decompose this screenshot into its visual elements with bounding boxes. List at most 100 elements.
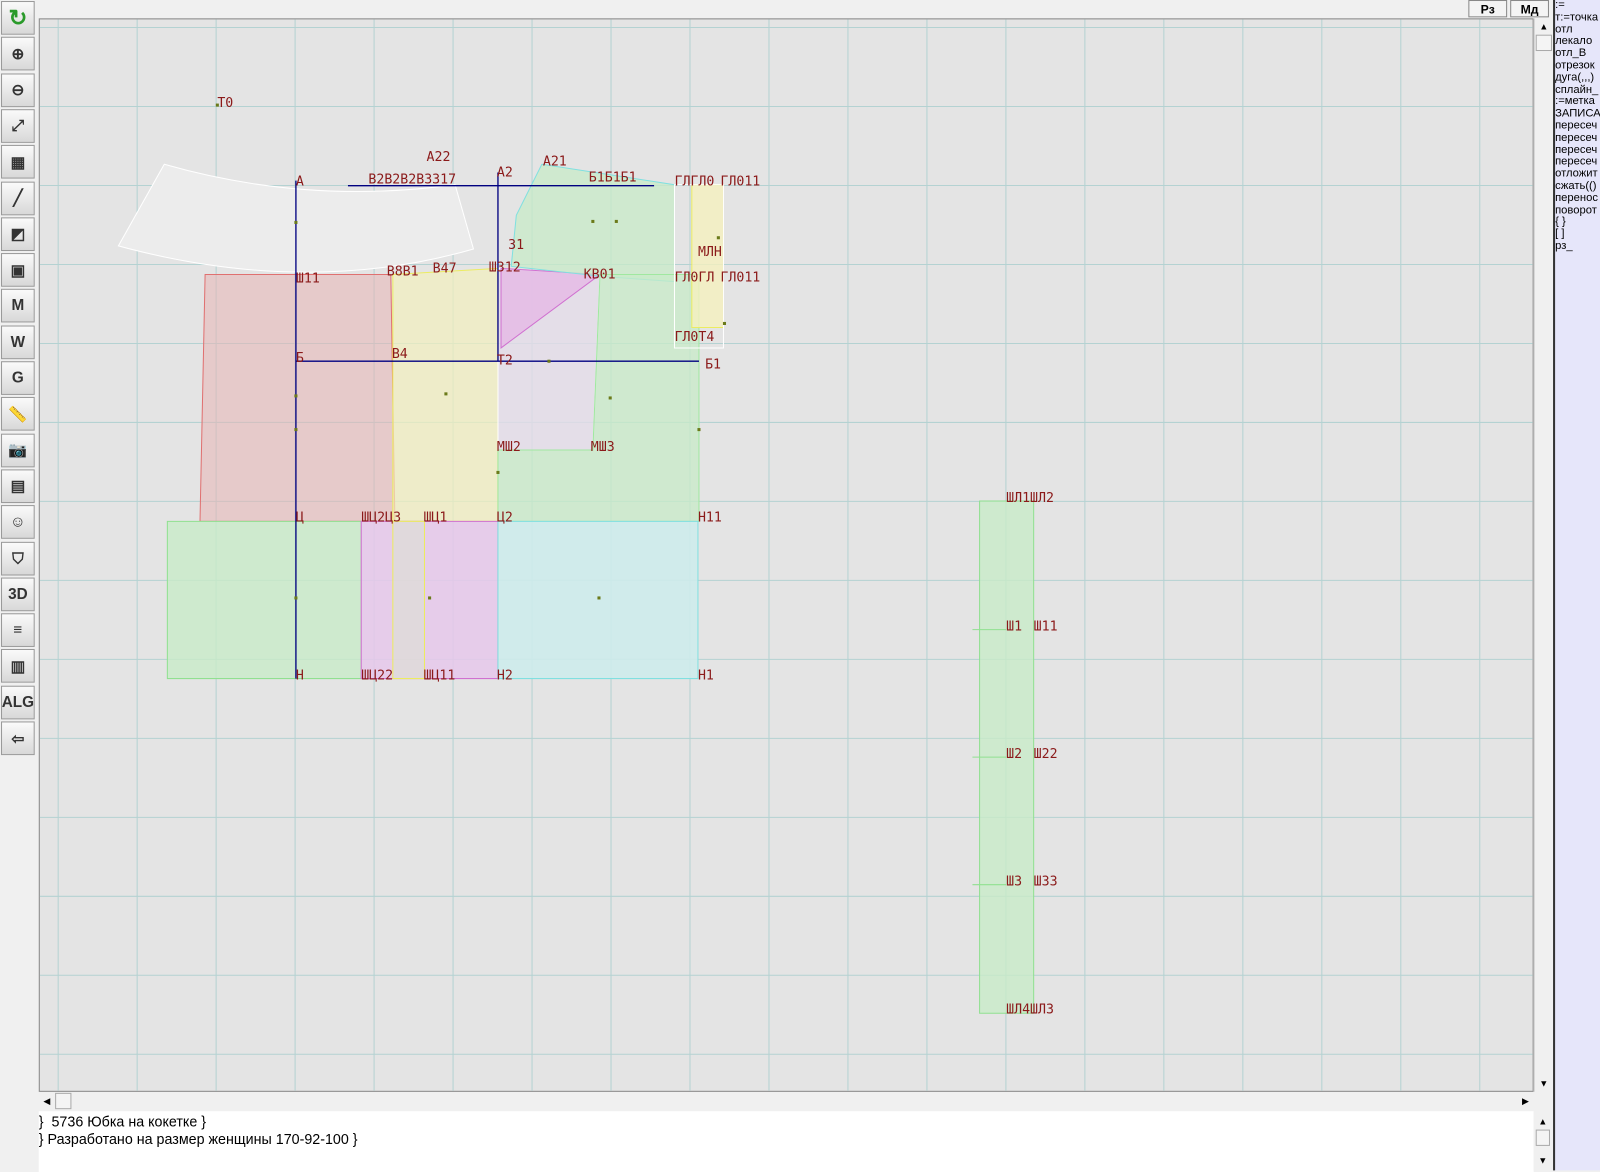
- pattern-map-button[interactable]: ◩: [1, 217, 35, 251]
- point-label: ШЦ1: [423, 510, 447, 525]
- command-item[interactable]: поворот: [1555, 203, 1597, 216]
- jacket-button[interactable]: ⛉: [1, 541, 35, 575]
- command-item[interactable]: отрезок: [1555, 59, 1595, 72]
- white-rect: [673, 184, 724, 349]
- notes-scroll-thumb[interactable]: [1535, 1129, 1550, 1146]
- point-marker: [716, 236, 720, 240]
- command-item[interactable]: сжать((): [1555, 179, 1597, 192]
- point-label: А22: [427, 150, 451, 165]
- point-label: Н1: [698, 669, 714, 684]
- scroll-up-arrow[interactable]: ▲: [1535, 18, 1553, 35]
- command-item[interactable]: пересеч: [1555, 119, 1598, 132]
- command-item[interactable]: отл_В: [1555, 47, 1587, 60]
- command-item[interactable]: отл: [1555, 23, 1573, 36]
- command-item[interactable]: { }: [1555, 215, 1566, 228]
- point-label: В8В1: [387, 265, 419, 280]
- 3d-button[interactable]: 3D: [1, 577, 35, 612]
- command-item[interactable]: т:=точка: [1555, 11, 1599, 24]
- scroll-right-arrow[interactable]: ▶: [1517, 1092, 1534, 1110]
- point-label: Ц2: [497, 510, 513, 525]
- point-marker: [722, 321, 727, 325]
- point-label: Ш33: [1034, 875, 1058, 890]
- pattern-drawing[interactable]: Т0 А22 А2 А21 А В2В2В2ВЗЗ17 Б1Б1Б1 ГЛГЛ0 ГЛ011 31…: [39, 19, 1534, 1091]
- point-label: Б1: [705, 357, 721, 372]
- zoom-in-button[interactable]: ⊕: [1, 37, 35, 71]
- command-item[interactable]: пересеч: [1555, 155, 1598, 168]
- point-label: МШ2: [497, 440, 521, 455]
- pattern-piece-button[interactable]: ▣: [1, 253, 35, 287]
- vertical-scrollbar[interactable]: ▲ ▼: [1533, 18, 1554, 1092]
- command-item[interactable]: сплайн_: [1555, 83, 1599, 96]
- notes-scroll-up[interactable]: ▲: [1534, 1113, 1552, 1130]
- notes-textarea[interactable]: } 5736 Юбка на кокетке } } Разработано н…: [38, 1111, 1534, 1172]
- notes-scroll-down[interactable]: ▼: [1534, 1152, 1552, 1169]
- point-label: В47: [433, 261, 457, 276]
- command-item[interactable]: пересеч: [1555, 131, 1598, 144]
- grading-g-button[interactable]: G: [1, 361, 35, 395]
- md-button[interactable]: Мд: [1510, 0, 1549, 18]
- point-label: 31: [508, 238, 524, 253]
- books-button[interactable]: ▥: [1, 649, 35, 684]
- fit-view-icon: ⤢: [11, 117, 24, 135]
- point-marker: [597, 596, 601, 600]
- refresh-button[interactable]: ↻: [1, 1, 35, 35]
- point-label: Т2: [497, 353, 513, 368]
- point-label: ГЛ0ГЛ: [674, 271, 714, 286]
- document-list-button[interactable]: ≡: [1, 613, 35, 648]
- pattern-piece-icon: ▣: [10, 261, 26, 280]
- bottom-cyan: [497, 520, 699, 680]
- exit-button[interactable]: ⇦: [1, 721, 35, 756]
- scroll-down-arrow[interactable]: ▼: [1535, 1075, 1553, 1092]
- rz-button[interactable]: Рз: [1468, 0, 1508, 18]
- fit-view-button[interactable]: ⤢: [1, 109, 35, 143]
- horizontal-scrollbar[interactable]: ◀ ▶: [38, 1092, 1553, 1111]
- point-label: ШЛ4ШЛ3: [1006, 1002, 1054, 1017]
- scroll-left-arrow[interactable]: ◀: [38, 1092, 56, 1110]
- drawing-canvas[interactable]: Т0 А22 А2 А21 А В2В2В2ВЗЗ17 Б1Б1Б1 ГЛГЛ0 ГЛ011 31…: [38, 18, 1534, 1092]
- point-marker: [547, 359, 551, 363]
- point-label: ГЛ011: [720, 175, 760, 190]
- woman-avatar-button[interactable]: ☺: [1, 505, 35, 539]
- command-item[interactable]: [ ]: [1555, 227, 1565, 240]
- command-item[interactable]: рз_: [1555, 239, 1573, 252]
- ruler-icon: 📏: [8, 405, 28, 424]
- point-label: МШ3: [591, 440, 615, 455]
- camera-button[interactable]: 📷: [1, 433, 35, 467]
- point-label: Н: [296, 669, 304, 684]
- measure-m-icon: M: [11, 297, 25, 315]
- vertical-scroll-thumb[interactable]: [1535, 34, 1553, 52]
- table-button[interactable]: ▤: [1, 469, 35, 503]
- point-marker: [614, 219, 618, 223]
- ruler-button[interactable]: 📏: [1, 397, 35, 431]
- refresh-icon: ↻: [8, 4, 28, 31]
- alg-button[interactable]: ALG: [1, 685, 35, 720]
- command-item[interactable]: пересеч: [1555, 143, 1598, 156]
- compass-w-icon: W: [10, 333, 26, 351]
- command-item[interactable]: дуга(,,,): [1555, 71, 1595, 84]
- point-marker: [591, 219, 595, 223]
- command-item[interactable]: перенос: [1555, 191, 1598, 204]
- point-label: ГЛ011: [720, 271, 760, 286]
- compass-w-button[interactable]: W: [1, 325, 35, 359]
- measure-m-button[interactable]: M: [1, 289, 35, 323]
- command-item[interactable]: :=: [1555, 0, 1565, 12]
- notes-scrollbar[interactable]: ▲ ▼: [1533, 1111, 1553, 1171]
- zoom-out-button[interactable]: ⊖: [1, 73, 35, 107]
- line-segment-button[interactable]: ╱: [1, 181, 35, 215]
- command-item[interactable]: лекало: [1555, 35, 1593, 48]
- point-marker: [294, 428, 298, 432]
- dart-triangle: [500, 267, 602, 349]
- grid-button[interactable]: ▦: [1, 145, 35, 179]
- point-label: МЛН: [698, 245, 722, 260]
- camera-icon: 📷: [8, 441, 28, 460]
- point-label: Н11: [698, 510, 722, 525]
- command-item[interactable]: отложит: [1555, 167, 1598, 180]
- command-item[interactable]: ЗАПИСА: [1555, 107, 1600, 120]
- top-bar: Рз Мд: [38, 0, 1553, 19]
- command-list-panel[interactable]: := т:=точка отл лекало отл_В отрезок дуга(,,,)…: [1553, 0, 1600, 1171]
- point-label: А21: [543, 154, 567, 169]
- zoom-in-icon: ⊕: [11, 45, 25, 64]
- command-item[interactable]: :=метка: [1555, 95, 1595, 108]
- horizontal-scroll-thumb[interactable]: [55, 1092, 72, 1110]
- point-label: ШЦ22: [361, 669, 393, 684]
